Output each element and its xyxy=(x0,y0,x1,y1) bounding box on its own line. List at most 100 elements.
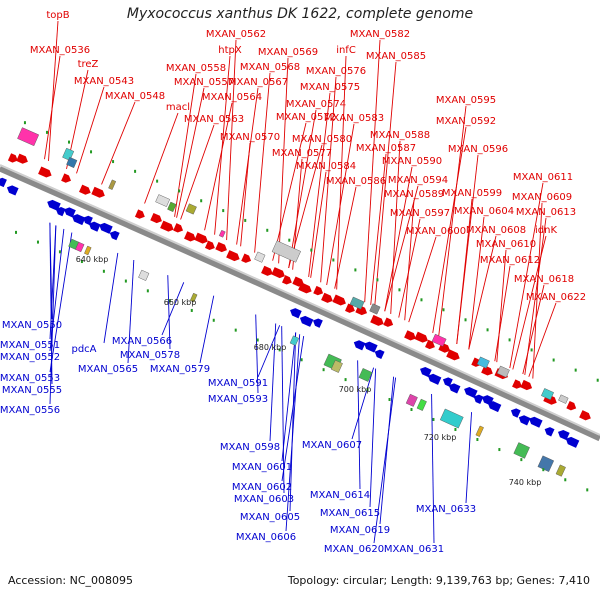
forward-gene-label[interactable]: MXAN_0574 xyxy=(286,99,346,110)
forward-gene-label[interactable]: macl xyxy=(166,102,190,113)
reverse-gene-arrow[interactable] xyxy=(527,415,543,428)
forward-gene-label[interactable]: MXAN_0611 xyxy=(513,172,573,183)
forward-gene-label[interactable]: MXAN_0580 xyxy=(292,134,352,145)
forward-gene-arrow[interactable] xyxy=(370,314,385,328)
feature-box[interactable] xyxy=(155,194,171,207)
reverse-gene-arrow[interactable] xyxy=(564,435,580,448)
reverse-gene-label[interactable]: MXAN_0550 xyxy=(2,320,62,331)
reverse-gene-label[interactable]: MXAN_0620 xyxy=(324,544,384,555)
feature-box[interactable] xyxy=(405,393,418,407)
reverse-gene-arrow[interactable] xyxy=(472,393,484,405)
forward-gene-label[interactable]: MXAN_0575 xyxy=(300,82,360,93)
feature-box[interactable] xyxy=(439,408,464,429)
gene-features[interactable] xyxy=(0,121,600,492)
feature-box[interactable] xyxy=(289,335,300,346)
feature-box[interactable] xyxy=(254,251,266,263)
reverse-gene-label[interactable]: MXAN_0605 xyxy=(240,512,300,523)
forward-gene-arrow[interactable] xyxy=(512,379,524,390)
forward-gene-label[interactable]: MXAN_0563 xyxy=(184,114,244,125)
forward-gene-label[interactable]: MXAN_0589 xyxy=(384,189,444,200)
reverse-gene-label[interactable]: MXAN_0598 xyxy=(220,442,280,453)
forward-gene-label[interactable]: MXAN_0595 xyxy=(436,95,496,106)
forward-gene-arrow[interactable] xyxy=(271,267,286,280)
forward-gene-label[interactable]: MXAN_0600 xyxy=(406,226,466,237)
reverse-gene-arrow[interactable] xyxy=(352,339,366,351)
forward-gene-label[interactable]: treZ xyxy=(78,59,99,70)
forward-gene-label[interactable]: MXAN_0622 xyxy=(526,292,586,303)
reverse-gene-arrow[interactable] xyxy=(418,365,432,378)
reverse-gene-arrow[interactable] xyxy=(509,407,521,418)
forward-gene-label[interactable]: MXAN_0568 xyxy=(240,62,300,73)
feature-box[interactable] xyxy=(75,241,85,253)
feature-box[interactable] xyxy=(431,333,447,347)
forward-gene-label[interactable]: MXAN_0604 xyxy=(454,206,514,217)
reverse-gene-arrow[interactable] xyxy=(556,428,570,441)
forward-gene-arrow[interactable] xyxy=(425,339,437,351)
forward-gene-label[interactable]: MXAN_0583 xyxy=(324,113,384,124)
forward-gene-label[interactable]: MXAN_0588 xyxy=(370,130,430,141)
reverse-gene-label[interactable]: MXAN_0579 xyxy=(150,364,210,375)
reverse-gene-arrow[interactable] xyxy=(81,214,93,226)
reverse-gene-label[interactable]: MXAN_0633 xyxy=(416,504,476,515)
reverse-gene-label[interactable]: MXAN_0553 xyxy=(0,373,60,384)
reverse-gene-arrow[interactable] xyxy=(0,176,7,188)
feature-box[interactable] xyxy=(349,296,365,310)
forward-gene-label[interactable]: infC xyxy=(336,45,356,56)
reverse-gene-arrow[interactable] xyxy=(98,221,113,234)
forward-gene-label[interactable]: MXAN_0576 xyxy=(306,66,366,77)
forward-gene-arrow[interactable] xyxy=(150,212,163,225)
forward-gene-arrow[interactable] xyxy=(226,250,241,263)
forward-gene-arrow[interactable] xyxy=(481,365,494,377)
reverse-gene-arrow[interactable] xyxy=(517,414,531,426)
forward-gene-arrow[interactable] xyxy=(281,275,293,286)
feature-box[interactable] xyxy=(416,398,427,411)
forward-gene-label[interactable]: MXAN_0562 xyxy=(206,29,266,40)
feature-box[interactable] xyxy=(358,368,373,382)
feature-box[interactable] xyxy=(108,179,117,190)
reverse-gene-label[interactable]: MXAN_0606 xyxy=(236,532,296,543)
forward-gene-arrow[interactable] xyxy=(184,231,197,243)
forward-gene-label[interactable]: MXAN_0569 xyxy=(258,47,318,58)
forward-gene-label[interactable]: MXAN_0558 xyxy=(166,63,226,74)
feature-box[interactable] xyxy=(476,356,490,369)
forward-gene-label[interactable]: MXAN_0548 xyxy=(105,91,165,102)
forward-gene-arrow[interactable] xyxy=(579,410,592,422)
forward-gene-label[interactable]: MXAN_0536 xyxy=(30,45,90,56)
forward-gene-label[interactable]: MXAN_0567 xyxy=(228,77,288,88)
forward-gene-label[interactable]: MXAN_0596 xyxy=(448,144,508,155)
forward-gene-label[interactable]: MXAN_0590 xyxy=(382,156,442,167)
feature-box[interactable] xyxy=(555,464,566,477)
forward-gene-arrow[interactable] xyxy=(173,223,184,234)
forward-gene-label[interactable]: MXAN_0597 xyxy=(390,208,450,219)
reverse-gene-label[interactable]: MXAN_0631 xyxy=(384,544,444,555)
feature-box[interactable] xyxy=(513,442,530,459)
feature-box[interactable] xyxy=(330,359,343,373)
forward-gene-arrow[interactable] xyxy=(446,349,461,362)
reverse-gene-label[interactable]: pdcA xyxy=(71,344,96,355)
feature-box[interactable] xyxy=(218,229,226,238)
feature-box[interactable] xyxy=(66,156,78,169)
reverse-gene-arrow[interactable] xyxy=(447,382,461,394)
reverse-gene-label[interactable]: MXAN_0602 xyxy=(232,482,292,493)
forward-gene-arrow[interactable] xyxy=(345,303,356,315)
reverse-gene-arrow[interactable] xyxy=(441,376,453,387)
reverse-gene-arrow[interactable] xyxy=(311,317,323,328)
reverse-gene-arrow[interactable] xyxy=(298,314,314,327)
reverse-gene-arrow[interactable] xyxy=(62,206,76,218)
forward-gene-arrow[interactable] xyxy=(298,282,313,295)
reverse-gene-arrow[interactable] xyxy=(362,340,378,353)
forward-gene-arrow[interactable] xyxy=(16,153,29,166)
forward-gene-arrow[interactable] xyxy=(414,331,429,345)
forward-gene-label[interactable]: MXAN_0594 xyxy=(388,175,448,186)
forward-gene-label[interactable]: MXAN_0564 xyxy=(202,92,262,103)
feature-box[interactable] xyxy=(271,240,301,263)
forward-gene-label[interactable]: MXAN_0612 xyxy=(480,255,540,266)
reverse-gene-arrow[interactable] xyxy=(373,348,385,360)
forward-gene-label[interactable]: MXAN_0572 xyxy=(276,112,336,123)
reverse-gene-arrow[interactable] xyxy=(5,184,19,196)
forward-gene-arrow[interactable] xyxy=(38,166,53,180)
forward-gene-arrow[interactable] xyxy=(7,153,19,164)
reverse-gene-label[interactable]: MXAN_0614 xyxy=(310,490,370,501)
forward-gene-label[interactable]: MXAN_0608 xyxy=(466,225,526,236)
forward-gene-arrow[interactable] xyxy=(91,186,106,200)
